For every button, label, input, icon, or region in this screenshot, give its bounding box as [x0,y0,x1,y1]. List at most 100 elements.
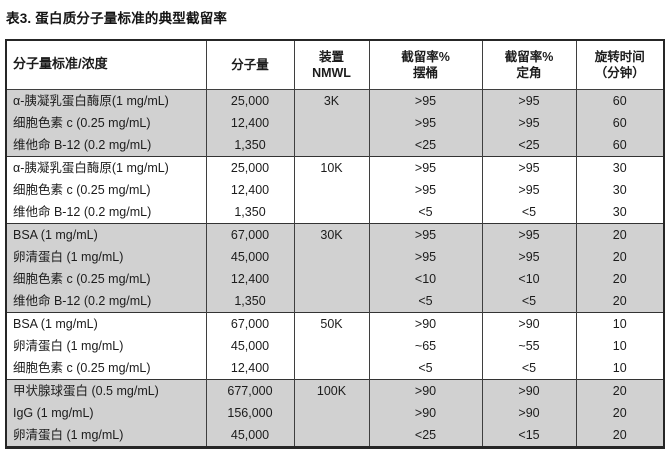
nmwl-cell: 30K [293,222,370,312]
molecular-weight-cell: 1,350 [205,289,295,312]
table-title: 表3. 蛋白质分子量标准的典型截留率 [6,11,228,26]
retention-angle-cell: <10 [481,267,577,290]
standard-cell: 卵清蛋白 (1 mg/mL) [5,334,207,357]
retention-bucket-cell: <5 [368,200,483,223]
nmwl-cell: 100K [293,378,370,447]
standard-cell: 卵清蛋白 (1 mg/mL) [5,245,207,268]
retention-bucket-cell: >90 [368,378,483,402]
spin-time-cell: 60 [575,88,665,112]
retention-angle-cell: <5 [481,289,577,312]
table-row: 甲状腺球蛋白 (0.5 mg/mL) 677,000 100K >90 >90 20 [5,378,665,447]
retention-bucket-cell: <25 [368,133,483,156]
retention-angle-cell: >95 [481,245,577,268]
table-row: 卵清蛋白 (1 mg/mL) 45,000 >95 >95 20 [5,245,665,268]
spin-time-cell: 20 [575,267,665,290]
table-header: 分子量标准/浓度 分子量 装置 NMWL 截留率% 摆桶 截留率% 定角 旋转时… [5,40,665,90]
spin-time-cell: 10 [575,311,665,335]
table-body: α-胰凝乳蛋白酶原(1 mg/mL) 25,000 3K >95 >95 60 细胞色素 c… [5,88,665,447]
spin-time-cell: 20 [575,245,665,268]
retention-bucket-cell: >95 [368,111,483,134]
header-device-nmwl: 装置 NMWL [293,40,370,90]
spin-time-cell: 30 [575,200,665,223]
table-row: 卵清蛋白 (1 mg/mL) 45,000 ~65 ~55 10 [5,334,665,357]
molecular-weight-cell: 45,000 [205,245,295,268]
spin-time-cell: 20 [575,378,665,402]
molecular-weight-cell: 67,000 [205,222,295,246]
molecular-weight-cell: 45,000 [205,423,295,447]
molecular-weight-cell: 67,000 [205,311,295,335]
retention-angle-cell: >95 [481,178,577,201]
spin-time-cell: 30 [575,155,665,179]
header-retention-fixed-angle: 截留率% 定角 [481,40,577,90]
retention-angle-cell: >95 [481,111,577,134]
standard-cell: IgG (1 mg/mL) [5,401,207,424]
retention-bucket-cell: >95 [368,245,483,268]
retention-angle-cell: <25 [481,133,577,156]
retention-angle-cell: <5 [481,200,577,223]
retention-angle-cell: >90 [481,311,577,335]
molecular-weight-cell: 12,400 [205,267,295,290]
standard-cell: 甲状腺球蛋白 (0.5 mg/mL) [5,378,207,402]
retention-angle-cell: >95 [481,88,577,112]
retention-bucket-cell: <25 [368,423,483,447]
retention-bucket-cell: >90 [368,311,483,335]
standard-cell: α-胰凝乳蛋白酶原(1 mg/mL) [5,88,207,112]
header-retention-swinging-bucket: 截留率% 摆桶 [368,40,483,90]
retention-bucket-cell: >95 [368,222,483,246]
standard-cell: 细胞色素 c (0.25 mg/mL) [5,178,207,201]
table-row: α-胰凝乳蛋白酶原(1 mg/mL) 25,000 10K >95 >95 30 [5,155,665,223]
retention-bucket-cell: <5 [368,289,483,312]
table-row: 细胞色素 c (0.25 mg/mL) 12,400 <10 <10 20 [5,267,665,290]
spin-time-cell: 60 [575,133,665,156]
spin-time-cell: 60 [575,111,665,134]
retention-bucket-cell: >95 [368,178,483,201]
table-row: IgG (1 mg/mL) 156,000 >90 >90 20 [5,401,665,424]
standard-cell: α-胰凝乳蛋白酶原(1 mg/mL) [5,155,207,179]
molecular-weight-cell: 12,400 [205,356,295,379]
retention-angle-cell: <15 [481,423,577,447]
header-standard-concentration: 分子量标准/浓度 [5,40,207,90]
header-row: 分子量标准/浓度 分子量 装置 NMWL 截留率% 摆桶 截留率% 定角 旋转时… [5,40,665,90]
table-row: BSA (1 mg/mL) 67,000 30K >95 >95 20 [5,222,665,312]
spin-time-cell: 20 [575,401,665,424]
molecular-weight-cell: 1,350 [205,200,295,223]
molecular-weight-cell: 25,000 [205,88,295,112]
standard-cell: 卵清蛋白 (1 mg/mL) [5,423,207,447]
spin-time-cell: 20 [575,222,665,246]
retention-angle-cell: >90 [481,378,577,402]
standard-cell: 维他命 B-12 (0.2 mg/mL) [5,200,207,223]
molecular-weight-cell: 25,000 [205,155,295,179]
retention-angle-cell: >95 [481,222,577,246]
retention-bucket-cell: >95 [368,88,483,112]
spin-time-cell: 30 [575,178,665,201]
retention-bucket-cell: >95 [368,155,483,179]
table-row: α-胰凝乳蛋白酶原(1 mg/mL) 25,000 3K >95 >95 60 [5,88,665,156]
table-row: 维他命 B-12 (0.2 mg/mL) 1,350 <25 <25 60 [5,133,665,156]
molecular-weight-cell: 156,000 [205,401,295,424]
table-row: 维他命 B-12 (0.2 mg/mL) 1,350 <5 <5 30 [5,200,665,223]
retention-bucket-cell: <10 [368,267,483,290]
spin-time-cell: 10 [575,334,665,357]
standard-cell: BSA (1 mg/mL) [5,222,207,246]
standard-cell: 维他命 B-12 (0.2 mg/mL) [5,289,207,312]
retention-angle-cell: <5 [481,356,577,379]
table-row: 卵清蛋白 (1 mg/mL) 45,000 <25 <15 20 [5,423,665,447]
nmwl-cell: 50K [293,311,370,379]
molecular-weight-cell: 1,350 [205,133,295,156]
standard-cell: BSA (1 mg/mL) [5,311,207,335]
retention-rate-table: 分子量标准/浓度 分子量 装置 NMWL 截留率% 摆桶 截留率% 定角 旋转时… [5,39,665,449]
spin-time-cell: 10 [575,356,665,379]
nmwl-cell: 10K [293,155,370,223]
molecular-weight-cell: 12,400 [205,111,295,134]
standard-cell: 细胞色素 c (0.25 mg/mL) [5,356,207,379]
retention-angle-cell: ~55 [481,334,577,357]
molecular-weight-cell: 12,400 [205,178,295,201]
retention-bucket-cell: >90 [368,401,483,424]
spin-time-cell: 20 [575,289,665,312]
retention-bucket-cell: <5 [368,356,483,379]
table-row: 维他命 B-12 (0.2 mg/mL) 1,350 <5 <5 20 [5,289,665,312]
header-molecular-weight: 分子量 [205,40,295,90]
retention-angle-cell: >95 [481,155,577,179]
nmwl-cell: 3K [293,88,370,156]
